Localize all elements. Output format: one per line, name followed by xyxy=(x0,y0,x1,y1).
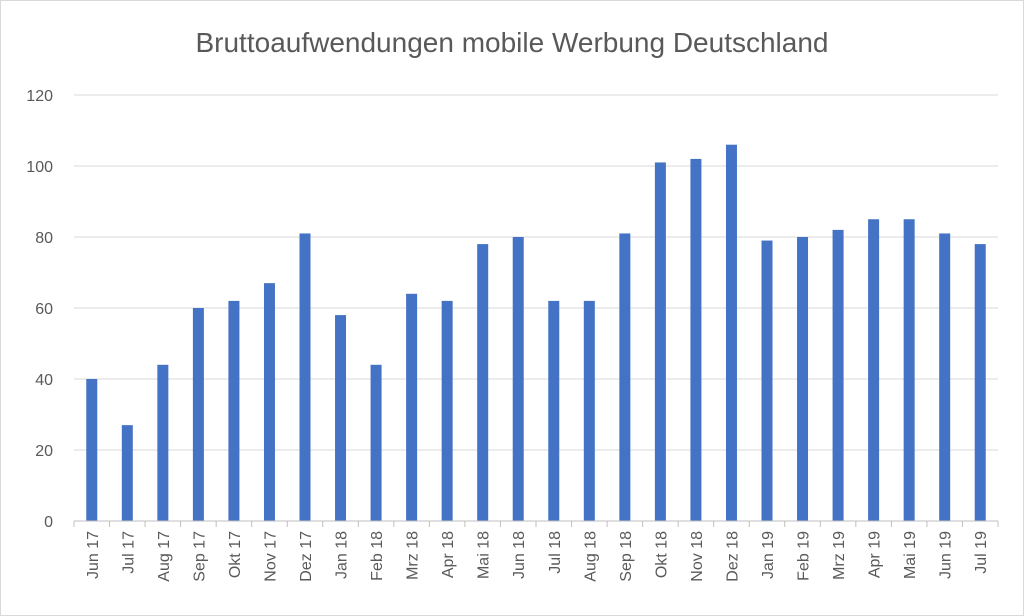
x-tick-label: Mrz 18 xyxy=(405,531,422,580)
x-tick-label: Jun 17 xyxy=(85,531,102,579)
bar xyxy=(121,425,133,521)
bar xyxy=(654,162,666,521)
bar xyxy=(512,237,524,521)
y-tick-label: 80 xyxy=(35,230,53,247)
x-tick-label: Okt 17 xyxy=(227,531,244,578)
x-tick-label: Jul 19 xyxy=(973,531,990,574)
x-tick-label: Jul 18 xyxy=(547,531,564,574)
x-tick-label: Mrz 19 xyxy=(831,531,848,580)
bar xyxy=(370,364,382,521)
x-tick-label: Jul 17 xyxy=(120,531,137,574)
x-tick-label: Sep 17 xyxy=(191,531,208,582)
bar xyxy=(903,219,915,521)
bar xyxy=(157,364,169,521)
x-tick-label: Nov 18 xyxy=(689,531,706,582)
bar xyxy=(299,233,311,521)
bar xyxy=(86,379,98,521)
x-tick-label: Jun 19 xyxy=(938,531,955,579)
x-tick-label: Apr 18 xyxy=(440,531,457,578)
x-tick-label: Mai 18 xyxy=(476,531,493,579)
x-tick-label: Feb 19 xyxy=(796,531,813,581)
y-axis: 0 20 40 60 80 100 120 xyxy=(26,88,53,531)
y-tick-label: 100 xyxy=(26,159,53,176)
bar xyxy=(619,233,631,521)
y-tick-label: 0 xyxy=(44,514,53,531)
bars xyxy=(86,144,986,522)
bar xyxy=(832,229,844,521)
bar xyxy=(477,244,489,521)
x-tick-label: Jan 18 xyxy=(334,531,351,579)
x-tick-label: Aug 18 xyxy=(582,531,599,582)
bar xyxy=(797,237,809,521)
bar xyxy=(690,158,702,521)
bar xyxy=(406,293,418,521)
x-tick-label: Dez 17 xyxy=(298,531,315,582)
bar xyxy=(761,240,773,522)
bar xyxy=(192,308,204,521)
x-tick-label: Aug 17 xyxy=(156,531,173,582)
y-tick-label: 40 xyxy=(35,372,53,389)
x-tick-label: Sep 18 xyxy=(618,531,635,582)
bar xyxy=(228,300,240,521)
x-tick-label: Apr 19 xyxy=(867,531,884,578)
x-tick-label: Mai 19 xyxy=(902,531,919,579)
x-tick-label: Okt 18 xyxy=(653,531,670,578)
x-tick-label: Feb 18 xyxy=(369,531,386,581)
bar xyxy=(974,244,986,521)
bar xyxy=(725,144,737,521)
gridlines xyxy=(74,94,998,451)
y-tick-label: 120 xyxy=(26,88,53,105)
bar xyxy=(548,300,560,521)
bar xyxy=(939,233,951,521)
bar xyxy=(335,315,347,521)
chart-title: Bruttoaufwendungen mobile Werbung Deutsc… xyxy=(195,27,829,58)
x-axis: Jun 17 Jul 17 Aug 17 Sep 17 Okt 17 Nov 17 Dez … xyxy=(73,520,999,582)
x-tick-label: Jan 19 xyxy=(760,531,777,579)
bar xyxy=(441,300,453,521)
bar xyxy=(868,219,880,521)
y-tick-label: 60 xyxy=(35,301,53,318)
y-tick-label: 20 xyxy=(35,443,53,460)
bar xyxy=(583,300,595,521)
x-tick-label: Jun 18 xyxy=(511,531,528,579)
x-tick-label: Nov 17 xyxy=(262,531,279,582)
bar xyxy=(263,283,275,521)
x-tick-label: Dez 18 xyxy=(724,531,741,582)
